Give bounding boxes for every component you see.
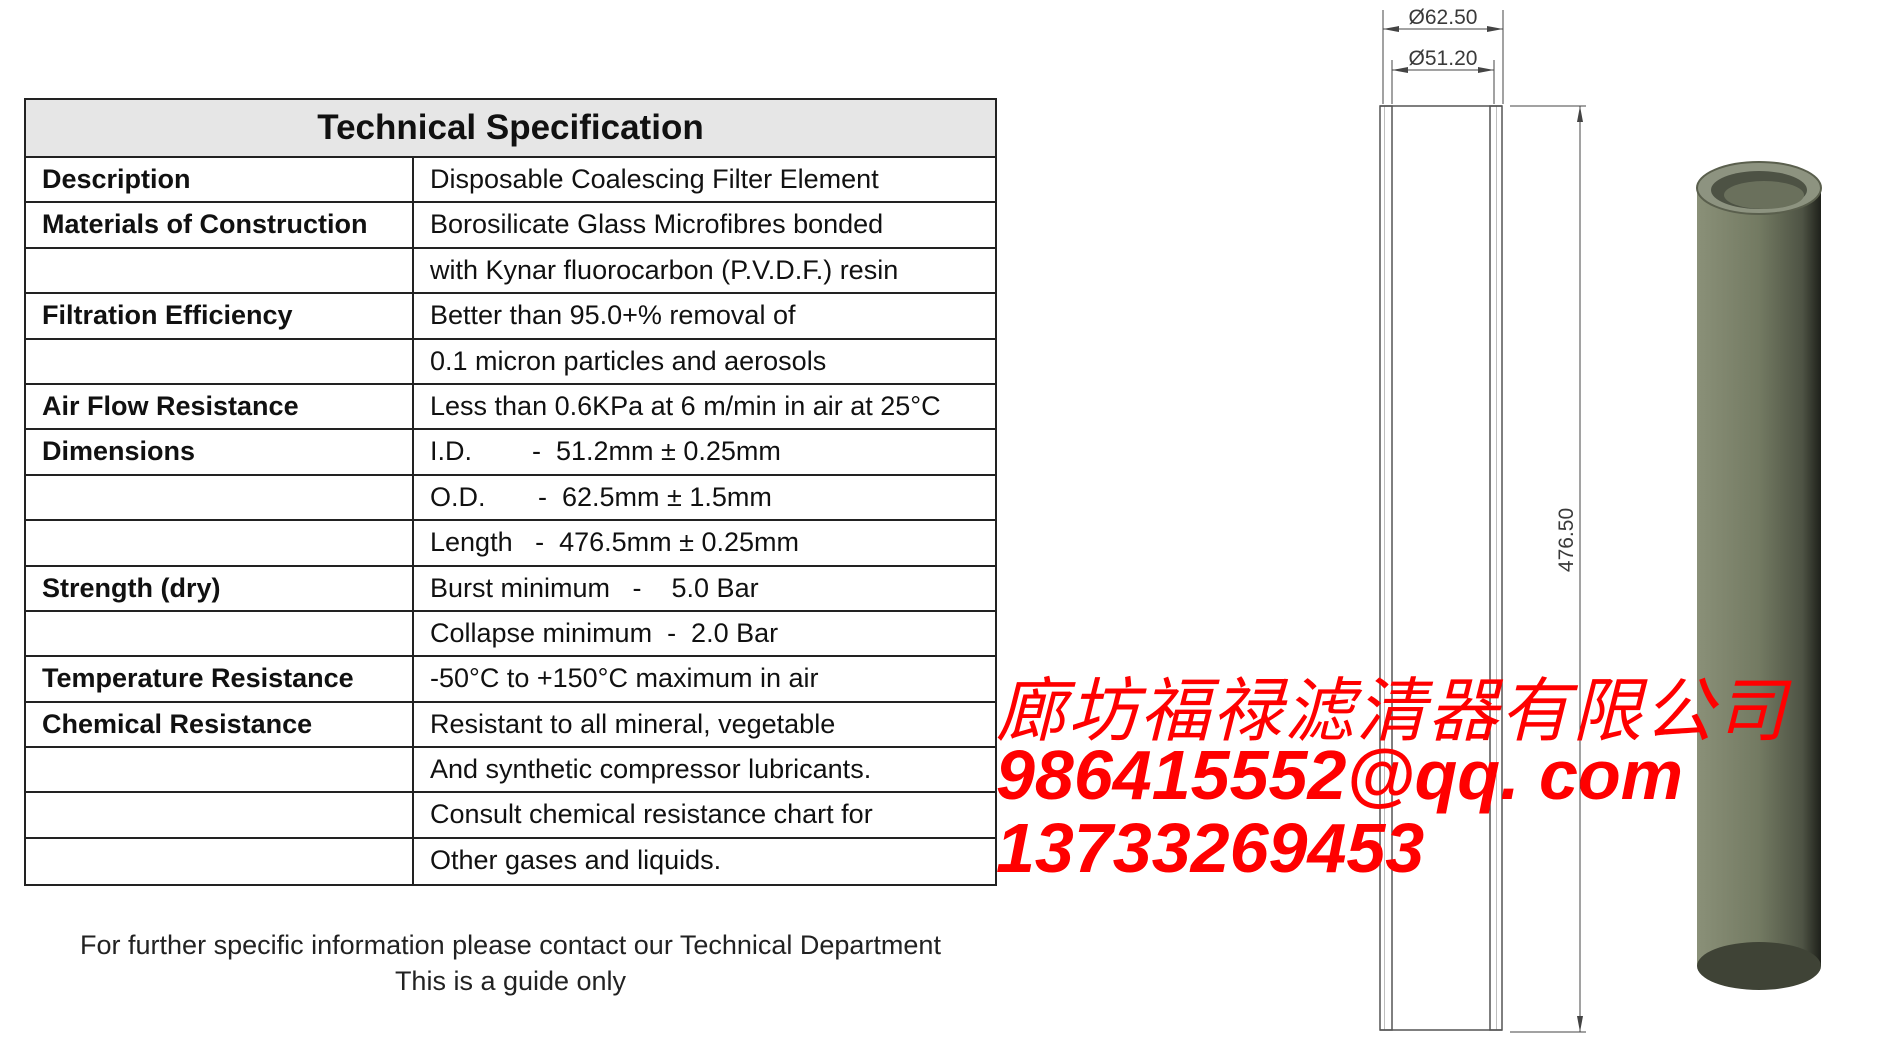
spec-value: Resistant to all mineral, vegetable: [430, 708, 836, 739]
spec-label: Filtration Efficiency: [26, 294, 414, 338]
spec-value: Burst minimum - 5.0 Bar: [430, 572, 759, 603]
length-label: 476.50: [1555, 508, 1578, 572]
spec-value: Length - 476.5mm ± 0.25mm: [430, 527, 799, 558]
spec-label: Strength (dry): [26, 566, 414, 610]
spec-label: [26, 748, 414, 792]
spec-label: Chemical Resistance: [26, 702, 414, 747]
spec-row: Dimensions I.D. - 51.2mm ± 0.25mm: [26, 430, 995, 476]
spec-value: Other gases and liquids.: [430, 844, 722, 875]
spec-value: Collapse minimum - 2.0 Bar: [430, 617, 779, 648]
spec-value: I.D. - 51.2mm ± 0.25mm: [430, 436, 781, 467]
spec-row: Length - 476.5mm ± 0.25mm: [26, 521, 995, 567]
spec-title: Technical Specification: [26, 100, 995, 158]
spec-row: Filtration Efficiency Better than 95.0+% …: [26, 294, 995, 340]
spec-label: [26, 248, 414, 293]
spec-row: with Kynar fluorocarbon (P.V.D.F.) resin: [26, 248, 995, 295]
watermark-phone: 13733269453: [996, 809, 1425, 887]
spec-value: O.D. - 62.5mm ± 1.5mm: [430, 481, 772, 512]
section-view: [1379, 105, 1503, 1031]
spec-label: [26, 339, 414, 383]
spec-label: [26, 838, 414, 885]
spec-label: [26, 611, 414, 656]
spec-row: Strength (dry) Burst minimum - 5.0 Bar: [26, 566, 995, 612]
spec-row: Air Flow Resistance Less than 0.6KPa at 6…: [26, 384, 995, 431]
spec-label: Temperature Resistance: [26, 657, 414, 701]
spec-row: Other gases and liquids.: [26, 838, 995, 885]
spec-table: Technical Specification Description Dispo…: [24, 98, 997, 887]
cylinder-3d-view: [1696, 161, 1822, 990]
spec-value: Disposable Coalescing Filter Element: [430, 164, 879, 194]
spec-row: Consult chemical resistance chart for: [26, 793, 995, 839]
spec-value: And synthetic compressor lubricants.: [430, 754, 872, 785]
spec-row: O.D. - 62.5mm ± 1.5mm: [26, 475, 995, 522]
spec-row: Chemical Resistance Resistant to all mine…: [26, 702, 995, 749]
spec-label: Air Flow Resistance: [26, 384, 414, 429]
watermark-company: 廊坊福禄滤清器有限公司: [996, 670, 1788, 752]
spec-row: 0.1 micron particles and aerosols: [26, 339, 995, 385]
spec-label: [26, 793, 414, 837]
footer-guide-note: This is a guide only: [394, 966, 627, 996]
spec-row: Temperature Resistance -50°C to +150°C ma…: [26, 657, 995, 703]
spec-row: Materials of Construction Borosilicate Gl…: [26, 203, 995, 249]
spec-row: Collapse minimum - 2.0 Bar: [26, 611, 995, 658]
spec-value: with Kynar fluorocarbon (P.V.D.F.) resin: [430, 254, 899, 285]
spec-label: Dimensions: [26, 430, 414, 474]
spec-label: [26, 475, 414, 520]
spec-value: 0.1 micron particles and aerosols: [430, 345, 827, 376]
spec-label: Materials of Construction: [26, 203, 414, 247]
spec-value: -50°C to +150°C maximum in air: [430, 663, 819, 694]
id-label: Ø51.20: [1409, 47, 1478, 70]
spec-value: Consult chemical resistance chart for: [430, 799, 873, 830]
spec-value: Borosilicate Glass Microfibres bonded: [430, 209, 884, 240]
watermark-email: 986415552@qq. com: [996, 736, 1683, 814]
spec-value: Less than 0.6KPa at 6 m/min in air at 25…: [430, 390, 941, 421]
footer-contact-note: For further specific information please …: [80, 930, 941, 960]
od-dimension: [1382, 10, 1586, 1033]
spec-label: [26, 521, 414, 565]
spec-row: Description Disposable Coalescing Filter …: [26, 158, 995, 204]
spec-row: And synthetic compressor lubricants.: [26, 748, 995, 794]
od-label: Ø62.50: [1409, 6, 1478, 29]
spec-value: Better than 95.0+% removal of: [430, 300, 796, 331]
spec-label: Description: [26, 158, 414, 202]
